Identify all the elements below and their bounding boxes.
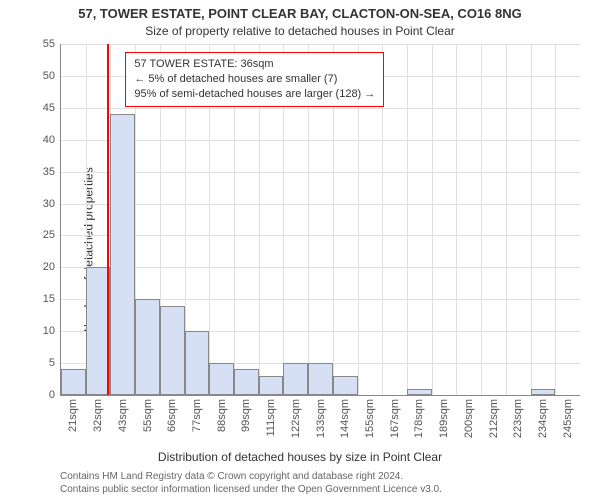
histogram-bar xyxy=(259,376,284,395)
chart-subtitle: Size of property relative to detached ho… xyxy=(0,24,600,38)
y-tick-label: 55 xyxy=(43,38,61,50)
histogram-bar xyxy=(234,369,259,395)
property-marker-line xyxy=(107,44,109,395)
annotation-line: ← 5% of detached houses are smaller (7) xyxy=(134,72,375,87)
gridline-h xyxy=(61,235,580,236)
y-tick-label: 0 xyxy=(49,389,61,401)
annotation-box: 57 TOWER ESTATE: 36sqm← 5% of detached h… xyxy=(125,52,384,107)
x-tick-label: 133sqm xyxy=(315,395,327,438)
gridline-v xyxy=(432,44,433,395)
x-tick-label: 234sqm xyxy=(537,395,549,438)
x-tick-label: 144sqm xyxy=(339,395,351,438)
gridline-v xyxy=(456,44,457,395)
histogram-bar xyxy=(333,376,358,395)
x-tick-label: 189sqm xyxy=(438,395,450,438)
attribution-text: Contains HM Land Registry data © Crown c… xyxy=(60,471,590,496)
x-tick-label: 88sqm xyxy=(216,395,228,432)
x-tick-label: 43sqm xyxy=(117,395,129,432)
gridline-v xyxy=(555,44,556,395)
y-tick-label: 25 xyxy=(43,229,61,241)
y-tick-label: 45 xyxy=(43,102,61,114)
x-tick-label: 200sqm xyxy=(463,395,475,438)
gridline-h xyxy=(61,267,580,268)
x-tick-label: 55sqm xyxy=(142,395,154,432)
y-tick-label: 35 xyxy=(43,166,61,178)
x-tick-label: 178sqm xyxy=(413,395,425,438)
gridline-h xyxy=(61,172,580,173)
y-tick-label: 50 xyxy=(43,70,61,82)
y-tick-label: 5 xyxy=(49,357,61,369)
x-tick-label: 212sqm xyxy=(488,395,500,438)
chart-title-address: 57, TOWER ESTATE, POINT CLEAR BAY, CLACT… xyxy=(0,6,600,21)
x-tick-label: 66sqm xyxy=(166,395,178,432)
y-tick-label: 15 xyxy=(43,293,61,305)
x-tick-label: 99sqm xyxy=(240,395,252,432)
histogram-bar xyxy=(209,363,234,395)
y-tick-label: 30 xyxy=(43,198,61,210)
histogram-bar xyxy=(283,363,308,395)
plot-area: 051015202530354045505521sqm32sqm43sqm55s… xyxy=(60,44,580,396)
histogram-bar xyxy=(61,369,86,395)
gridline-h xyxy=(61,140,580,141)
histogram-bar xyxy=(308,363,333,395)
histogram-bar xyxy=(110,114,135,395)
histogram-bar xyxy=(185,331,210,395)
y-tick-label: 40 xyxy=(43,134,61,146)
gridline-h xyxy=(61,204,580,205)
x-tick-label: 167sqm xyxy=(389,395,401,438)
x-tick-label: 122sqm xyxy=(290,395,302,438)
x-axis-label: Distribution of detached houses by size … xyxy=(0,450,600,464)
x-tick-label: 223sqm xyxy=(512,395,524,438)
x-tick-label: 245sqm xyxy=(562,395,574,438)
gridline-v xyxy=(506,44,507,395)
y-tick-label: 20 xyxy=(43,261,61,273)
histogram-bar xyxy=(135,299,160,395)
annotation-line: 95% of semi-detached houses are larger (… xyxy=(134,87,375,102)
gridline-v xyxy=(407,44,408,395)
annotation-line: 57 TOWER ESTATE: 36sqm xyxy=(134,57,375,72)
gridline-v xyxy=(481,44,482,395)
attribution-line: Contains public sector information licen… xyxy=(60,484,590,497)
gridline-h xyxy=(61,108,580,109)
gridline-h xyxy=(61,44,580,45)
x-tick-label: 155sqm xyxy=(364,395,376,438)
y-tick-label: 10 xyxy=(43,325,61,337)
attribution-line: Contains HM Land Registry data © Crown c… xyxy=(60,471,590,484)
gridline-v xyxy=(531,44,532,395)
x-tick-label: 77sqm xyxy=(191,395,203,432)
x-tick-label: 111sqm xyxy=(265,395,277,437)
x-tick-label: 21sqm xyxy=(67,395,79,432)
histogram-bar xyxy=(160,306,185,395)
property-size-chart: 57, TOWER ESTATE, POINT CLEAR BAY, CLACT… xyxy=(0,0,600,500)
x-tick-label: 32sqm xyxy=(92,395,104,432)
